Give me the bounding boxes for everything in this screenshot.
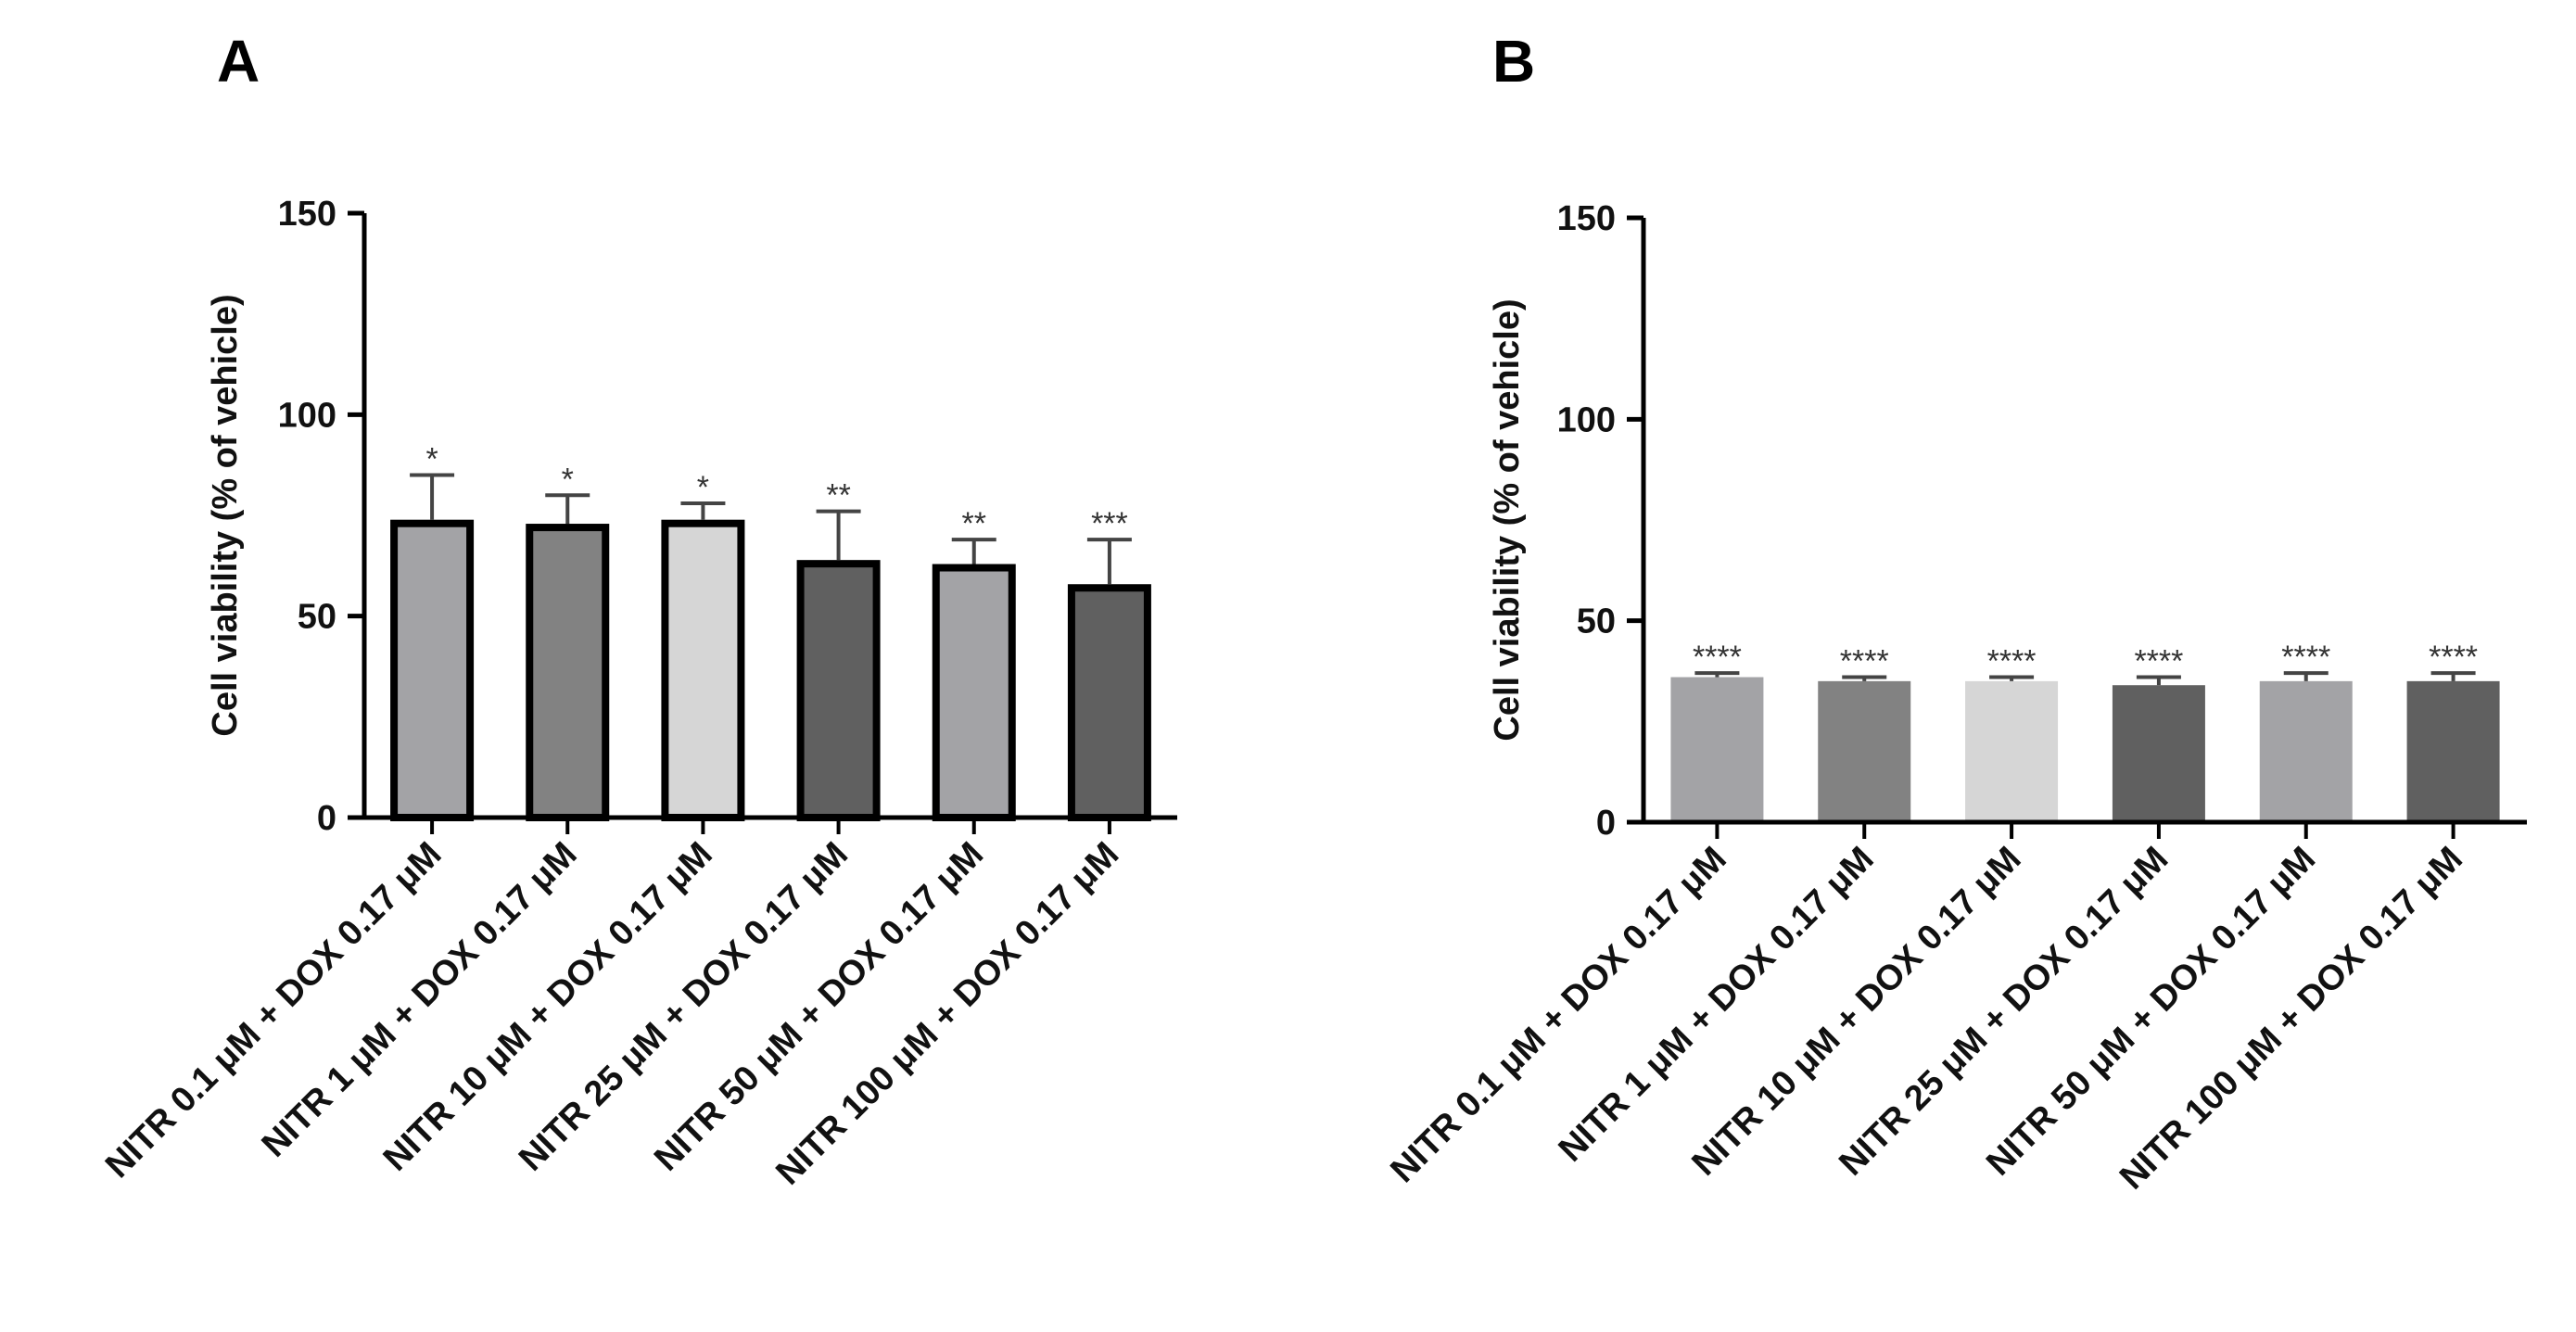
bar (796, 560, 881, 821)
y-tick-label: 150 (278, 195, 336, 234)
significance-label: *** (1091, 506, 1128, 541)
bar (1818, 680, 1911, 822)
significance-label: **** (2134, 644, 2183, 679)
panel-letter-b: B (1492, 28, 1535, 95)
y-tick-label: 50 (1577, 603, 1616, 641)
panel-letter-a: A (217, 28, 260, 95)
significance-label: * (562, 462, 574, 497)
significance-label: **** (2429, 640, 2478, 675)
y-tick-label: 100 (278, 396, 336, 435)
significance-label: ** (826, 478, 850, 514)
bar (932, 564, 1016, 821)
bar (2112, 685, 2205, 822)
significance-label: **** (1840, 644, 1889, 679)
significance-label: * (425, 442, 438, 477)
y-tick-label: 150 (1557, 199, 1616, 238)
bar (2406, 680, 2500, 822)
x-category-label: NITR 1 μM + DOX 0.17 μM (1552, 840, 1882, 1170)
y-axis-label: Cell viability (% of vehicle) (1488, 298, 1527, 741)
y-tick-label: 0 (1596, 804, 1616, 843)
bar (1965, 680, 2059, 822)
significance-label: ** (962, 506, 986, 541)
significance-label: **** (2281, 640, 2330, 675)
bar (1067, 584, 1151, 821)
bar (661, 519, 745, 822)
y-tick-label: 100 (1557, 400, 1616, 439)
y-tick-label: 50 (298, 598, 336, 637)
y-tick-label: 0 (317, 799, 336, 838)
significance-label: **** (1693, 640, 1742, 675)
bar (1670, 677, 1764, 822)
bar (526, 524, 610, 821)
bar (2259, 680, 2353, 822)
bar (390, 519, 475, 822)
y-axis-label: Cell viability (% of vehicle) (206, 294, 245, 736)
significance-label: * (697, 470, 709, 505)
chart-panel-b: 0 50 100 150 Cell viability (% of vehicle) **… (1383, 199, 2527, 1198)
significance-label: **** (1987, 644, 2037, 679)
